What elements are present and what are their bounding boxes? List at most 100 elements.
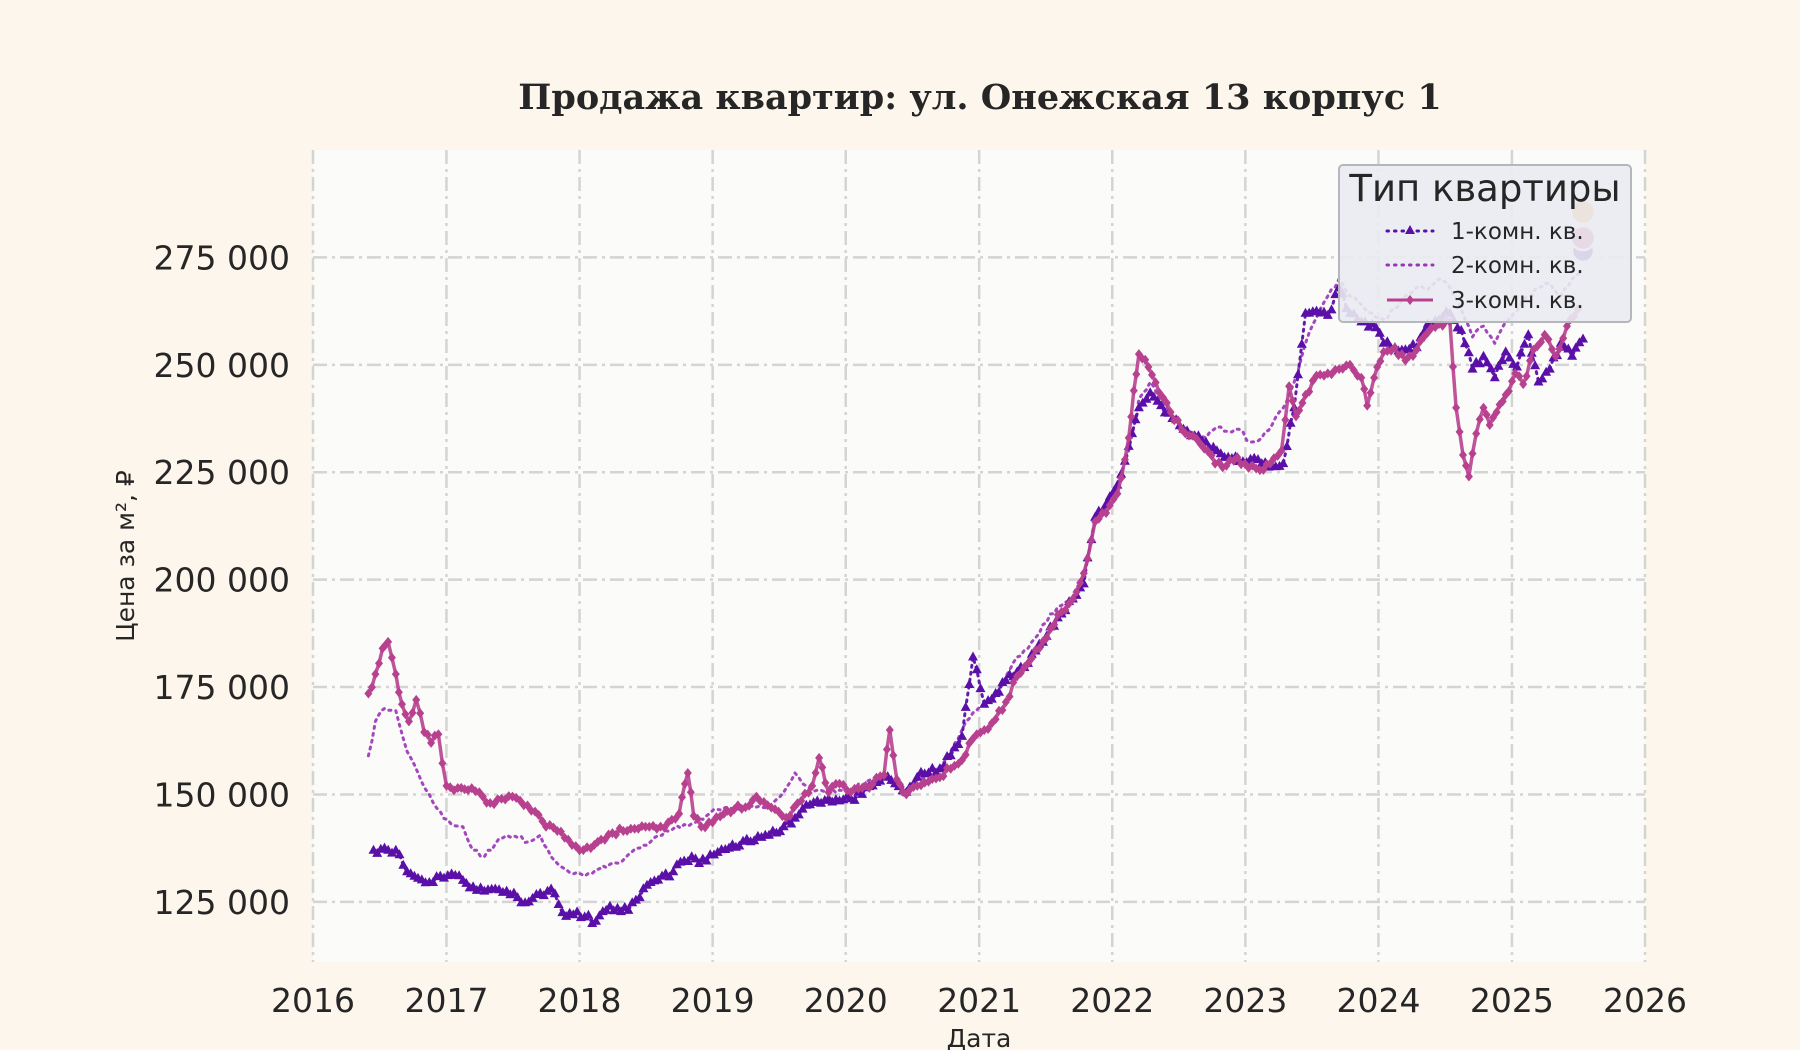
- series-marker-3: [1259, 464, 1268, 475]
- series-marker-3: [1449, 361, 1457, 372]
- series-marker-3: [1366, 387, 1375, 398]
- series-marker-1: [1285, 417, 1296, 427]
- series-marker-3: [1498, 396, 1507, 407]
- series-marker-1: [957, 730, 967, 740]
- series-marker-1: [664, 871, 675, 881]
- x-tick-label: 2019: [671, 981, 755, 1020]
- series-marker-1: [553, 899, 564, 908]
- series-marker-3: [961, 749, 970, 760]
- series-marker-1: [701, 855, 712, 865]
- series-marker-3: [895, 779, 904, 790]
- series-marker-3: [818, 762, 827, 773]
- y-tick-label: 125 000: [154, 883, 290, 922]
- series-marker-1: [1467, 363, 1478, 373]
- x-tick-label: 2020: [804, 981, 888, 1020]
- series-marker-1: [734, 840, 745, 850]
- series-marker-1: [1515, 347, 1526, 357]
- series-marker-3: [1544, 334, 1553, 345]
- series-marker-1: [1133, 402, 1144, 412]
- series-marker-3: [1072, 587, 1081, 597]
- series-marker-1: [945, 750, 956, 760]
- series-marker-1: [1486, 363, 1496, 373]
- series-marker-1: [1519, 338, 1530, 348]
- series-marker-3: [412, 694, 421, 705]
- series-marker-3: [1559, 333, 1568, 344]
- series-marker-3: [1349, 365, 1358, 376]
- x-tick-label: 2016: [271, 981, 355, 1020]
- series-marker-1: [793, 809, 804, 819]
- series-marker-1: [1460, 338, 1470, 348]
- x-tick-label: 2025: [1470, 981, 1554, 1020]
- series-marker-3: [1412, 344, 1421, 355]
- y-tick-label: 200 000: [154, 561, 290, 600]
- series-marker-3: [1087, 535, 1096, 546]
- series-marker-3: [1526, 355, 1534, 366]
- series-marker-3: [1370, 372, 1379, 383]
- series-marker-1: [968, 651, 978, 661]
- series-marker-1: [960, 701, 971, 711]
- x-tick-label: 2022: [1070, 981, 1154, 1020]
- series-marker-1: [1322, 309, 1333, 319]
- series-marker-3: [1129, 385, 1138, 396]
- x-tick-label: 2018: [538, 981, 622, 1020]
- series-marker-3: [1504, 386, 1513, 397]
- series-marker-3: [1346, 359, 1354, 370]
- series-marker-3: [1298, 397, 1307, 408]
- series-marker-3: [1485, 420, 1494, 430]
- series-marker-3: [1508, 376, 1516, 387]
- series-marker-1: [994, 686, 1004, 696]
- series-marker-1: [1278, 458, 1289, 468]
- series-marker-1: [1493, 360, 1504, 370]
- series-marker-3: [1035, 643, 1044, 654]
- series-marker-3: [1005, 691, 1014, 702]
- series-marker-1: [1456, 324, 1467, 334]
- series-marker-1: [1512, 361, 1522, 371]
- series-marker-3: [1376, 356, 1385, 367]
- series-marker-1: [1281, 441, 1292, 450]
- series-marker-1: [546, 883, 557, 893]
- series-marker-3: [1468, 448, 1477, 459]
- series-marker-1: [549, 888, 560, 898]
- series-layer: [364, 268, 1588, 927]
- series-marker-1: [428, 877, 438, 886]
- series-line-1: [372, 286, 1585, 925]
- series-marker-3: [1144, 362, 1153, 372]
- series-marker-3: [797, 795, 806, 806]
- x-axis-label: Дата: [947, 1024, 1012, 1050]
- legend-entry-2: 2-комн. кв.: [1385, 253, 1584, 279]
- series-marker-3: [1459, 450, 1467, 460]
- series-marker-3: [1173, 415, 1182, 426]
- series-marker-3: [1207, 450, 1216, 461]
- series-marker-3: [1360, 384, 1369, 394]
- series-marker-3: [785, 810, 794, 821]
- y-tick-label: 175 000: [154, 668, 290, 707]
- series-marker-1: [953, 739, 964, 748]
- x-tick-label: 2023: [1203, 981, 1287, 1020]
- series-marker-3: [1548, 344, 1556, 355]
- legend-marker-3: [1406, 295, 1414, 305]
- series-marker-3: [745, 800, 754, 811]
- series-marker-1: [668, 866, 679, 876]
- series-marker-3: [1479, 402, 1488, 413]
- series-marker-3: [824, 787, 833, 798]
- series-marker-3: [1551, 351, 1560, 362]
- series-marker-3: [708, 817, 717, 828]
- y-axis-label: Цена за м², ₽: [111, 470, 140, 642]
- series-marker-1: [1404, 343, 1415, 353]
- series-3: [364, 304, 1582, 856]
- series-marker-3: [367, 682, 376, 693]
- series-marker-3: [1113, 488, 1122, 499]
- series-marker-3: [1363, 400, 1372, 411]
- series-marker-1: [623, 904, 634, 914]
- series-marker-3: [1519, 379, 1528, 390]
- series-marker-3: [808, 780, 817, 791]
- series-marker-1: [1544, 363, 1555, 373]
- series-marker-3: [686, 787, 695, 798]
- legend-label-3: 3-комн. кв.: [1451, 288, 1584, 314]
- series-marker-3: [1409, 351, 1417, 361]
- series-marker-3: [1277, 445, 1286, 456]
- series-marker-1: [398, 859, 409, 869]
- series-marker-1: [1474, 358, 1485, 368]
- legend-label-1: 1-комн. кв.: [1451, 219, 1584, 245]
- series-marker-1: [971, 664, 982, 674]
